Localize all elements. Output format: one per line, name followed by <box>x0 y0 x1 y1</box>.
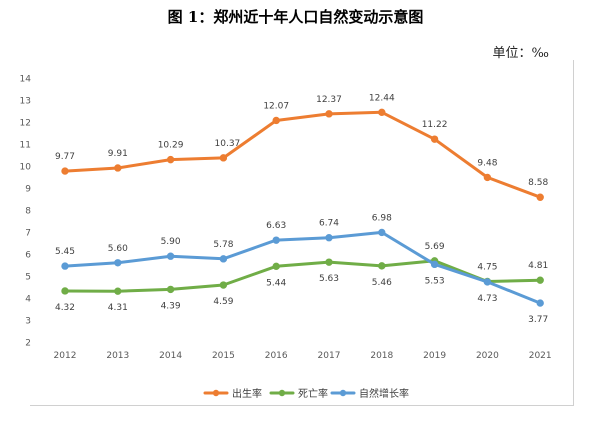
data-label: 10.29 <box>158 141 184 151</box>
data-label: 5.45 <box>55 247 75 257</box>
series-line <box>63 259 542 293</box>
data-point <box>219 255 228 263</box>
data-label: 5.53 <box>425 276 445 286</box>
data-point <box>61 287 69 295</box>
data-label: 12.44 <box>369 93 395 103</box>
data-label: 4.39 <box>161 301 181 311</box>
legend-marker <box>339 389 347 397</box>
data-point <box>114 287 122 295</box>
data-point <box>483 173 492 182</box>
y-tick-label: 7 <box>25 229 31 239</box>
y-tick-label: 14 <box>20 75 32 85</box>
data-label: 4.31 <box>108 303 128 313</box>
data-label: 5.69 <box>425 242 445 252</box>
data-point <box>536 193 544 201</box>
data-label: 5.78 <box>213 240 233 250</box>
data-label: 4.32 <box>55 303 75 313</box>
data-point <box>219 154 228 162</box>
data-label: 9.91 <box>108 149 128 159</box>
legend-marker <box>278 389 286 397</box>
x-tick-label: 2015 <box>212 351 235 361</box>
unit-label: 单位：‰ <box>492 46 549 61</box>
data-point <box>378 228 386 237</box>
chart-frame-right <box>573 60 574 405</box>
data-point <box>272 116 280 125</box>
y-tick-label: 6 <box>25 251 31 261</box>
data-label: 5.63 <box>319 274 339 284</box>
data-label: 5.46 <box>372 278 392 288</box>
x-tick-label: 2021 <box>529 351 552 361</box>
legend-label: 出生率 <box>232 387 262 400</box>
x-tick-label: 2017 <box>318 351 341 361</box>
data-point <box>272 236 280 244</box>
y-tick-label: 10 <box>20 163 32 173</box>
data-label: 5.90 <box>161 237 181 247</box>
data-point <box>272 262 280 271</box>
data-point <box>325 110 333 118</box>
data-point <box>166 252 175 260</box>
y-tick-label: 3 <box>25 317 31 327</box>
data-label: 12.37 <box>316 95 342 105</box>
data-label: 8.58 <box>528 178 548 188</box>
data-label: 11.22 <box>422 120 448 130</box>
x-tick-label: 2014 <box>159 351 182 361</box>
data-point <box>219 281 228 289</box>
y-tick-label: 2 <box>25 339 31 349</box>
y-tick-label: 9 <box>25 185 31 195</box>
data-point <box>114 259 122 267</box>
y-tick-label: 4 <box>25 295 31 305</box>
data-point <box>61 167 69 175</box>
y-tick-label: 11 <box>20 141 31 151</box>
data-label: 9.77 <box>55 152 75 162</box>
data-label: 10.37 <box>215 139 241 149</box>
legend-marker <box>212 389 220 397</box>
data-point <box>61 262 69 270</box>
data-label: 6.74 <box>319 219 339 229</box>
data-label: 5.44 <box>266 278 286 288</box>
x-tick-label: 2013 <box>106 351 129 361</box>
data-label: 4.73 <box>477 294 497 304</box>
data-point <box>166 285 175 294</box>
data-point <box>430 135 439 143</box>
data-label: 3.77 <box>528 315 548 325</box>
data-point <box>325 258 333 266</box>
y-tick-label: 8 <box>25 207 31 217</box>
x-tick-label: 2019 <box>423 351 446 361</box>
x-tick-label: 2016 <box>265 351 288 361</box>
data-point <box>430 260 439 269</box>
data-point <box>536 276 544 284</box>
data-point <box>483 278 492 286</box>
data-point <box>166 155 175 164</box>
data-label: 5.60 <box>108 244 128 254</box>
y-tick-label: 13 <box>20 97 31 107</box>
data-label: 12.07 <box>263 101 289 111</box>
x-tick-label: 2020 <box>476 351 499 361</box>
data-point <box>114 164 122 172</box>
data-label: 6.63 <box>266 221 286 231</box>
chart-frame-bottom <box>30 405 574 406</box>
data-point <box>325 234 333 242</box>
data-point <box>378 108 386 117</box>
chart-title: 图 1：郑州近十年人口自然变动示意图 <box>167 8 424 26</box>
series-line <box>63 230 542 305</box>
legend-label: 死亡率 <box>298 387 328 400</box>
legend-label: 自然增长率 <box>359 387 409 400</box>
y-tick-label: 5 <box>25 273 31 283</box>
data-point <box>536 299 544 307</box>
x-tick-label: 2012 <box>54 351 77 361</box>
y-tick-label: 12 <box>20 119 31 129</box>
x-tick-label: 2018 <box>370 351 393 361</box>
data-point <box>378 262 386 270</box>
data-label: 6.98 <box>372 213 392 223</box>
data-label: 4.75 <box>477 263 497 273</box>
series-line <box>63 110 542 199</box>
data-label: 4.59 <box>213 297 233 307</box>
data-label: 4.81 <box>528 261 548 271</box>
data-label: 9.48 <box>477 158 497 168</box>
